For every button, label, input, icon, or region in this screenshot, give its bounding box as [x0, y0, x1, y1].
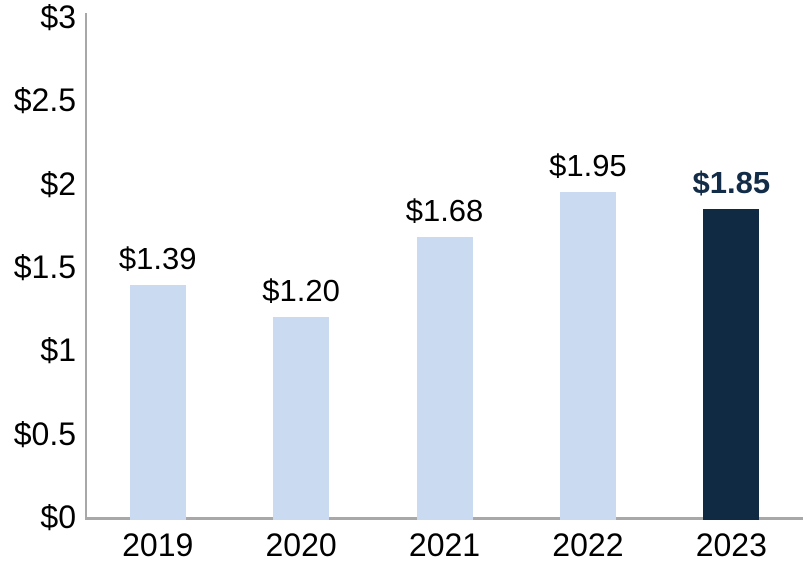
x-tick-label-2021: 2021 [408, 527, 481, 563]
y-tick-label: $1.5 [13, 249, 76, 285]
bar-value-label-2019: $1.39 [118, 241, 197, 277]
bar-value-label-2020: $1.20 [262, 273, 340, 308]
bar-2023 [703, 208, 760, 520]
bar-value-label-2021: $1.68 [405, 193, 484, 228]
bar-2021 [416, 237, 473, 520]
bar-value-label-2022: $1.95 [549, 148, 627, 183]
y-tick-label: $0.5 [13, 415, 76, 452]
y-tick-label: $2.5 [13, 82, 76, 119]
x-tick-label-2019: 2019 [122, 527, 194, 563]
x-tick-label-2022: 2022 [552, 527, 624, 563]
y-tick-label: $2 [40, 165, 76, 202]
bar-value-label-2023: $1.85 [692, 164, 771, 200]
x-tick-label-2020: 2020 [265, 527, 337, 563]
y-tick-label: $1 [40, 332, 76, 369]
y-axis-line [85, 13, 87, 520]
bar-2019 [129, 285, 186, 520]
bar-2020 [273, 317, 330, 520]
y-tick-label: $0 [40, 499, 76, 535]
y-tick-label: $3 [40, 0, 76, 35]
x-tick-label-2023: 2023 [695, 527, 767, 563]
bar-2022 [559, 192, 616, 520]
